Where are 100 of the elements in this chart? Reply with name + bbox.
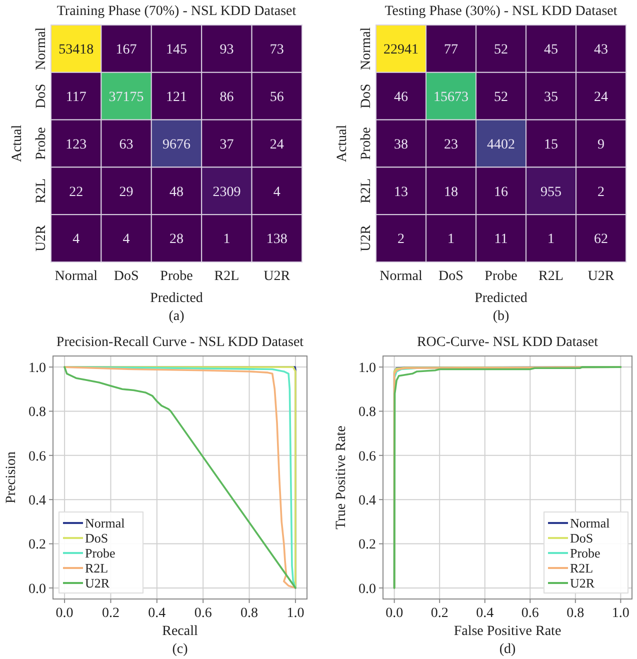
data-label: 24 [270,137,284,152]
x-tick-label: Normal [54,269,98,284]
x-axis-title: Recall [162,624,198,639]
data-label: 2 [398,232,404,248]
y-tick-label: 0.0 [358,582,376,597]
x-tick-label: Probe [160,269,193,284]
y-tick-label: 0.4 [28,493,46,508]
data-label: 73 [270,42,284,58]
y-axis-title: Actual [335,124,350,162]
data-label: 35 [544,90,558,105]
x-tick-label: 0.6 [521,606,539,621]
data-label: 2309 [212,184,241,200]
y-tick-label: 1.0 [28,360,46,376]
legend-label: DoS [570,530,594,546]
y-tick-label: DoS [34,84,49,109]
y-tick-label: 0.8 [358,405,376,420]
data-label: 1 [448,232,454,248]
data-label: 15 [544,137,558,152]
data-label: 28 [170,232,184,248]
y-tick-label: R2L [359,178,374,204]
y-tick-label: Probe [34,127,49,160]
legend-label: DoS [85,530,108,546]
x-tick-label: 1.0 [612,606,630,621]
legend-label: R2L [85,560,108,576]
chart-title: Testing Phase (30%) - NSL KDD Dataset [384,4,618,19]
y-tick-label: Probe [359,127,374,160]
data-label: 2 [598,184,604,200]
data-label: 13 [394,184,408,200]
data-label: 145 [166,42,187,58]
x-axis-title: Predicted [474,291,528,306]
data-label: 15673 [434,90,468,105]
data-label: 86 [220,90,234,105]
y-tick-label: 0.0 [28,582,46,597]
data-label: 9 [598,137,604,152]
x-tick-label: U2R [264,269,291,284]
x-tick-label: 0.6 [194,606,212,621]
legend-label: Probe [570,546,601,561]
y-axis-title: True Positive Rate [334,426,349,530]
data-label: 52 [494,90,508,105]
legend-label: U2R [570,576,595,591]
legend-label: Normal [570,516,610,531]
y-tick-label: 0.8 [28,405,46,420]
data-label: 22 [69,184,84,200]
data-label: 46 [394,90,408,105]
data-label: 37 [220,137,234,152]
legend-label: U2R [85,576,110,591]
data-label: 16 [494,184,508,200]
y-tick-label: 0.2 [358,538,376,553]
text: (b) [492,309,510,324]
data-label: 43 [594,42,608,58]
data-label: 1 [548,232,554,248]
text: (a) [168,309,185,324]
data-label: 38 [394,137,408,152]
data-label: 52 [494,42,508,58]
y-tick-label: 1.0 [358,360,376,376]
data-label: 121 [166,90,187,105]
y-tick-label: Normal [34,27,49,70]
y-tick-label: U2R [34,224,49,252]
data-label: 24 [594,90,608,105]
y-tick-label: 0.6 [28,449,46,464]
x-tick-label: U2R [588,269,615,284]
data-label: 48 [170,184,184,200]
x-tick-label: 0.8 [240,606,258,621]
data-label: 45 [544,42,558,58]
data-label: 37175 [108,90,144,105]
chart-title: Precision-Recall Curve - NSL KDD Dataset [56,335,304,350]
text: (d) [499,642,516,657]
text: (c) [172,642,188,657]
data-label: 56 [270,90,284,105]
data-label: 29 [119,184,134,200]
x-tick-label: DoS [438,269,464,284]
x-tick-label: Probe [484,269,518,284]
legend-label: Normal [85,516,126,531]
data-label: 955 [540,184,562,200]
y-axis-title: Precision [4,451,19,504]
x-tick-label: 1.0 [286,606,304,621]
data-label: 63 [119,137,134,152]
data-label: 62 [594,232,608,248]
y-tick-label: 0.6 [358,449,376,464]
x-tick-label: 0.4 [476,606,494,621]
data-label: 11 [494,232,508,248]
x-axis-title: Predicted [150,291,203,306]
x-tick-label: 0.0 [56,606,74,621]
data-label: 4402 [487,137,515,152]
x-tick-label: R2L [538,269,564,284]
data-label: 93 [220,42,234,58]
data-label: 1 [223,232,230,248]
x-tick-label: DoS [114,269,139,284]
data-label: 4 [72,232,80,248]
x-tick-label: 0.0 [386,606,404,621]
x-tick-label: 0.8 [566,606,584,621]
legend-label: Probe [85,546,116,561]
chart-title: ROC-Curve- NSL KDD Dataset [416,335,598,350]
legend-label: R2L [570,560,594,576]
x-tick-label: R2L [214,269,240,284]
data-label: 18 [444,184,458,200]
data-label: 53418 [58,42,94,58]
x-axis-title: False Positive Rate [454,624,562,639]
data-label: 117 [66,90,86,105]
x-tick-label: 0.2 [430,606,448,621]
